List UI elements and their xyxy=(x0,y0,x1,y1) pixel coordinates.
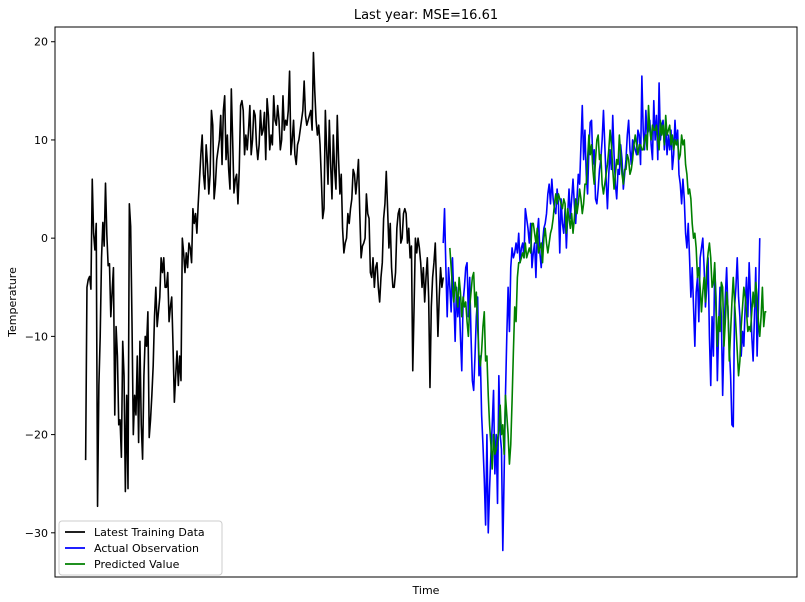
legend-label-0: Latest Training Data xyxy=(94,526,205,539)
y-tick-label: 0 xyxy=(41,232,48,245)
y-tick-label: 10 xyxy=(34,134,48,147)
y-axis-title: Temperature xyxy=(6,267,19,338)
legend-label-1: Actual Observation xyxy=(94,542,199,555)
y-tick-label: −30 xyxy=(25,527,48,540)
series-line-0 xyxy=(84,51,445,508)
y-tick-label: 20 xyxy=(34,36,48,49)
x-axis-title: Time xyxy=(412,584,440,597)
plot-frame xyxy=(54,26,798,578)
legend: Latest Training Data Actual Observation Pr… xyxy=(58,520,223,576)
series-line-2 xyxy=(449,104,767,470)
legend-label-2: Predicted Value xyxy=(94,558,180,571)
chart-title: Last year: MSE=16.61 xyxy=(354,8,498,23)
y-tick-label: −10 xyxy=(25,330,48,343)
series-layer xyxy=(84,51,767,552)
legend-box xyxy=(58,520,223,576)
axes-layer: −30 −20 −10 0 10 20 xyxy=(25,26,798,578)
y-tick-label: −20 xyxy=(25,429,48,442)
